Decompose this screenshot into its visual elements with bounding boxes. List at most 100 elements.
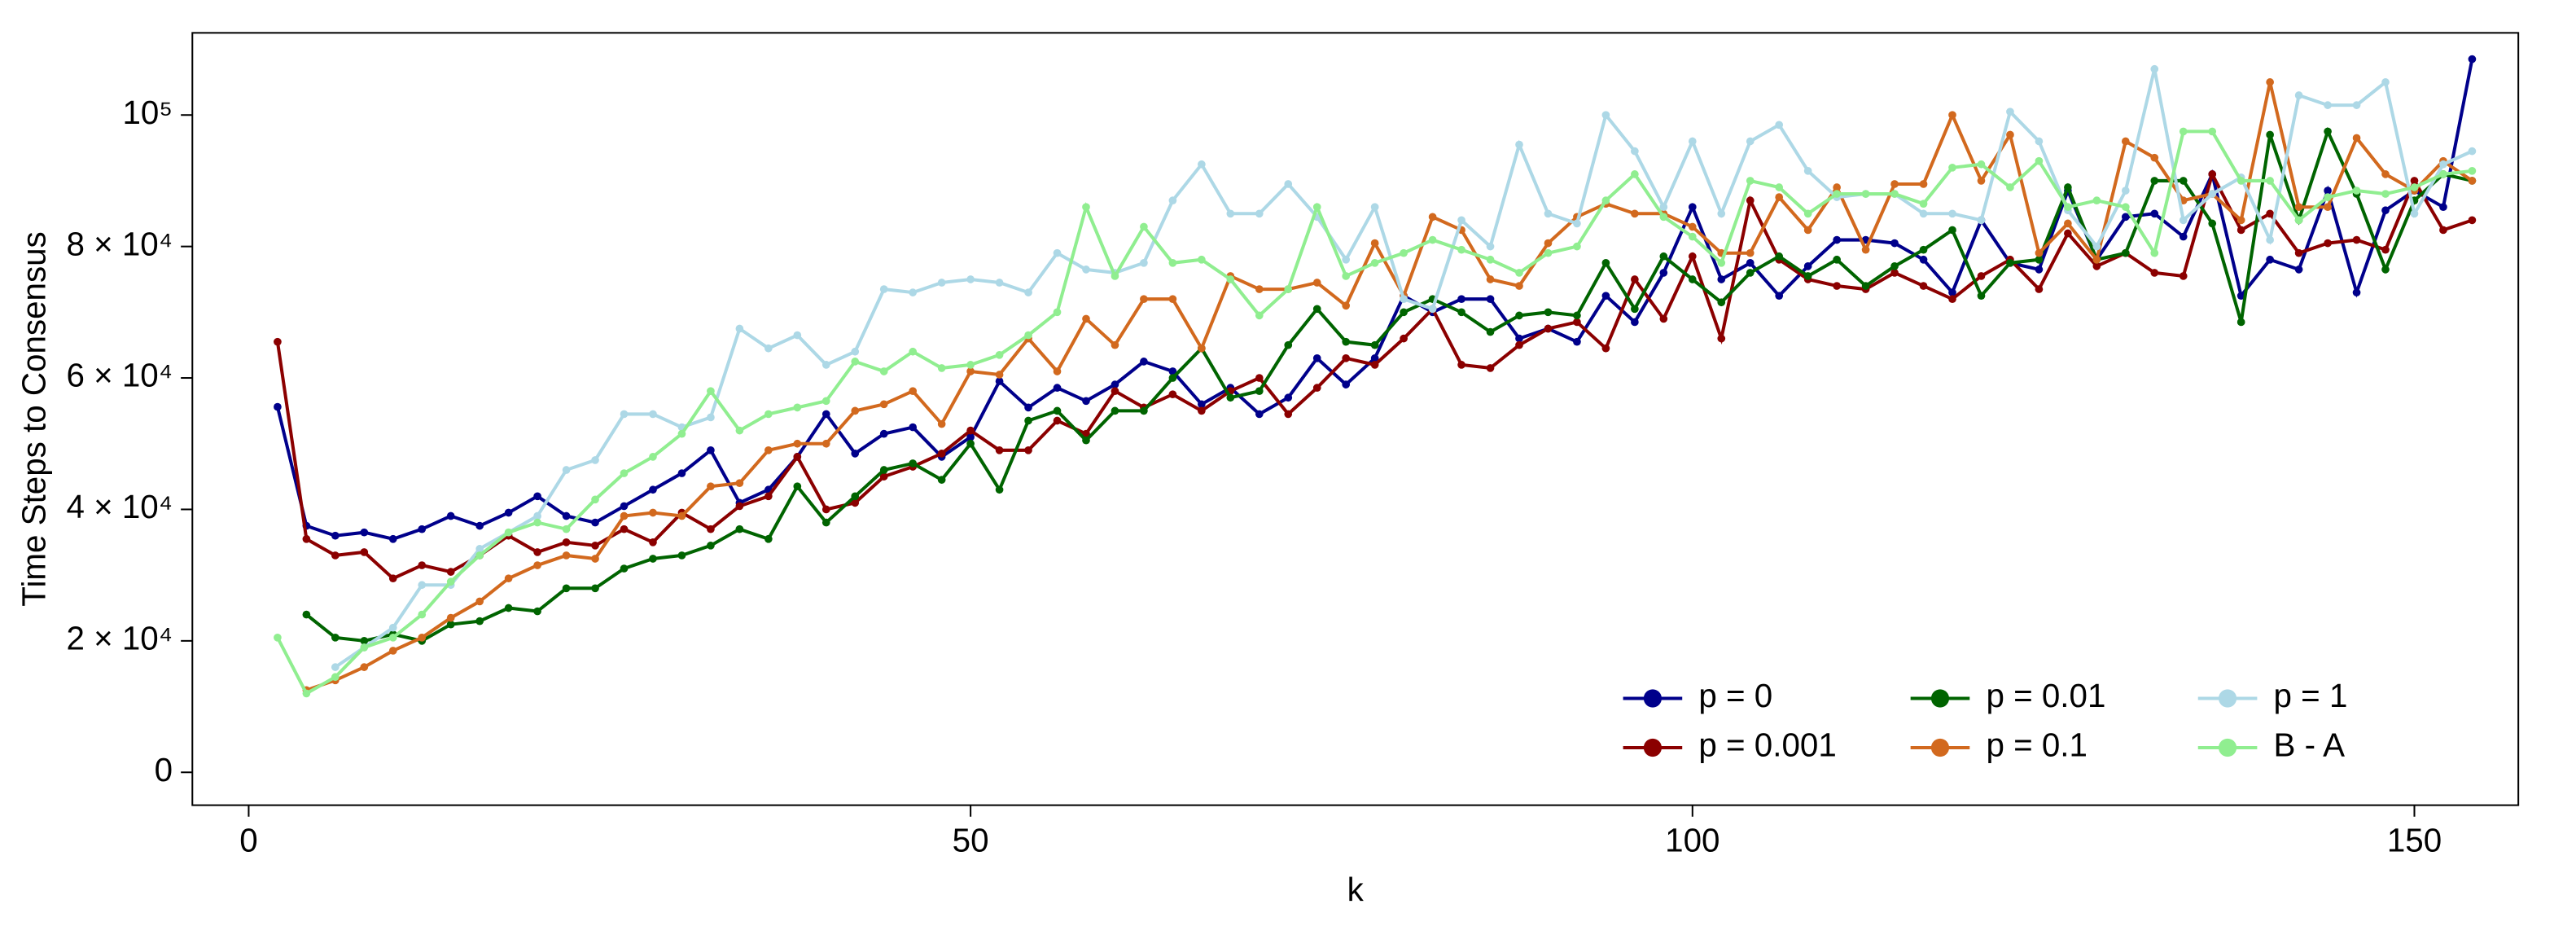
- data-point: [1659, 269, 1668, 277]
- data-point: [331, 663, 340, 671]
- data-point: [2035, 248, 2044, 257]
- legend-marker: [2218, 689, 2237, 708]
- data-point: [1053, 367, 1062, 375]
- data-point: [1284, 285, 1293, 293]
- data-point: [1024, 403, 1032, 412]
- data-point: [591, 456, 599, 464]
- data-point: [1746, 248, 1755, 257]
- data-point: [1486, 364, 1495, 372]
- data-point: [1688, 275, 1697, 283]
- data-point: [2410, 183, 2419, 191]
- data-point: [995, 371, 1004, 379]
- data-point: [2179, 127, 2188, 136]
- data-point: [707, 541, 715, 550]
- data-point: [1140, 406, 1148, 415]
- data-point: [735, 525, 744, 533]
- data-point: [995, 377, 1004, 385]
- data-point: [1775, 121, 1784, 129]
- data-point: [1631, 318, 1639, 327]
- data-point: [1111, 380, 1119, 388]
- data-point: [2035, 266, 2044, 274]
- data-point: [707, 482, 715, 491]
- data-point: [1544, 209, 1553, 218]
- data-point: [821, 361, 830, 369]
- data-point: [1573, 337, 1581, 346]
- data-point: [1659, 314, 1668, 323]
- data-point: [2006, 258, 2014, 267]
- data-point: [360, 637, 369, 645]
- data-point: [1140, 295, 1148, 304]
- data-point: [1284, 340, 1293, 349]
- data-point: [1312, 203, 1321, 212]
- data-point: [2035, 285, 2044, 293]
- series-line: [305, 126, 2473, 643]
- data-point: [591, 495, 599, 504]
- data-point: [2092, 242, 2101, 251]
- data-point: [1890, 262, 1899, 270]
- data-point: [649, 538, 657, 547]
- legend-marker: [1930, 738, 1950, 757]
- data-point: [1312, 279, 1321, 287]
- y-tick-label: 0: [155, 751, 173, 788]
- data-point: [418, 633, 427, 642]
- data-point: [995, 350, 1004, 359]
- data-point: [1400, 308, 1408, 317]
- data-point: [1659, 203, 1668, 212]
- plot-frame: [191, 32, 2520, 806]
- data-point: [1948, 209, 1956, 218]
- data-point: [533, 607, 541, 616]
- data-point: [937, 364, 946, 372]
- data-point: [1515, 140, 1523, 149]
- data-point: [1486, 242, 1495, 251]
- data-point: [909, 459, 918, 468]
- data-point: [302, 610, 311, 619]
- x-tick-label: 150: [2387, 822, 2442, 859]
- data-point: [2294, 91, 2303, 99]
- data-point: [879, 400, 888, 409]
- data-point: [2439, 203, 2447, 212]
- data-point: [2150, 177, 2159, 185]
- data-point: [1255, 387, 1264, 396]
- data-point: [562, 466, 571, 474]
- data-point: [2324, 239, 2332, 248]
- data-point: [1428, 213, 1437, 222]
- data-point: [1342, 301, 1351, 310]
- data-point: [274, 402, 282, 411]
- data-point: [966, 426, 975, 435]
- data-point: [2266, 130, 2274, 139]
- data-point: [821, 397, 830, 406]
- data-point: [2324, 127, 2332, 136]
- data-point: [1717, 275, 1726, 283]
- data-point: [2006, 108, 2014, 116]
- data-point: [707, 446, 715, 454]
- data-point: [1053, 248, 1062, 257]
- data-point: [1775, 193, 1784, 201]
- data-point: [2324, 193, 2332, 201]
- data-point: [1601, 111, 1610, 120]
- data-point: [446, 568, 455, 576]
- data-point: [2121, 213, 2130, 222]
- data-point: [418, 581, 427, 590]
- data-point: [2121, 203, 2130, 212]
- series-line: [305, 81, 2473, 692]
- data-point: [2352, 235, 2361, 244]
- data-point: [1803, 272, 1812, 280]
- data-point: [302, 689, 311, 698]
- data-point: [1833, 255, 1841, 264]
- data-point: [1342, 272, 1351, 280]
- data-point: [1746, 269, 1755, 277]
- data-point: [360, 528, 369, 537]
- data-point: [2179, 272, 2188, 280]
- data-point: [388, 534, 397, 543]
- data-point: [1890, 239, 1899, 248]
- data-point: [475, 551, 484, 560]
- data-point: [2266, 78, 2274, 86]
- data-point: [2236, 292, 2245, 301]
- data-point: [2266, 255, 2274, 264]
- data-point: [1746, 137, 1755, 146]
- data-point: [2208, 127, 2217, 136]
- data-point: [1544, 239, 1553, 248]
- data-point: [1457, 245, 1465, 254]
- data-point: [1082, 397, 1090, 406]
- data-point: [2236, 226, 2245, 235]
